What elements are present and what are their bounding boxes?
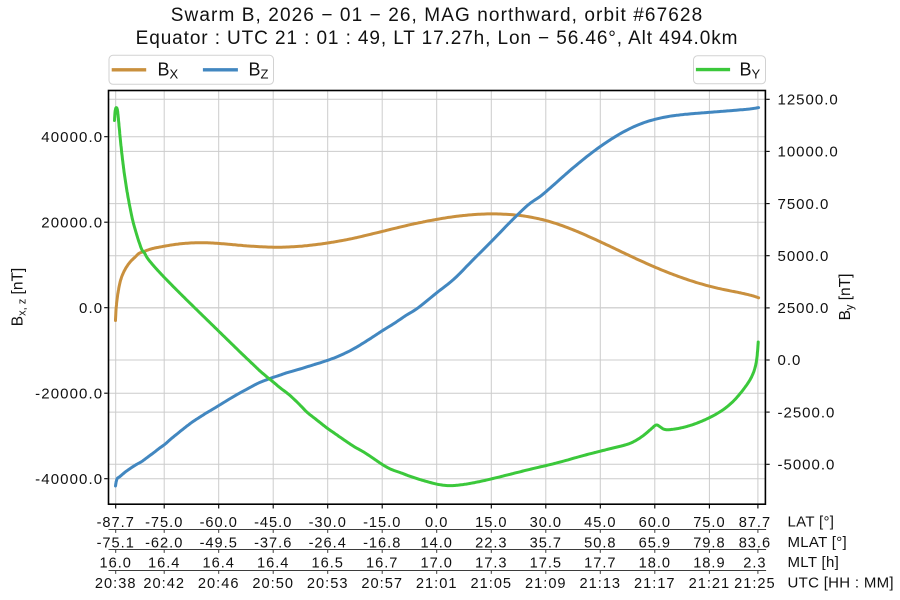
svg-text:18.0: 18.0 — [639, 556, 671, 572]
svg-text:-60.0: -60.0 — [200, 515, 238, 531]
svg-text:10000.0: 10000.0 — [778, 144, 839, 161]
svg-text:87.7: 87.7 — [739, 515, 771, 531]
svg-text:14.0: 14.0 — [420, 536, 452, 552]
svg-text:-49.5: -49.5 — [200, 536, 238, 552]
svg-text:-62.0: -62.0 — [145, 536, 183, 552]
svg-text:-75.1: -75.1 — [97, 536, 135, 552]
svg-text:35.7: 35.7 — [530, 536, 562, 552]
svg-text:-26.4: -26.4 — [309, 536, 347, 552]
svg-text:60.0: 60.0 — [639, 515, 671, 531]
svg-text:75.0: 75.0 — [693, 515, 725, 531]
svg-text:12500.0: 12500.0 — [778, 92, 839, 109]
svg-text:17.7: 17.7 — [584, 556, 616, 572]
svg-text:65.9: 65.9 — [639, 536, 671, 552]
svg-text:-16.8: -16.8 — [363, 536, 401, 552]
svg-text:16.4: 16.4 — [257, 556, 289, 572]
svg-text:22.3: 22.3 — [475, 536, 507, 552]
svg-text:-75.0: -75.0 — [145, 515, 183, 531]
svg-text:Swarm B, 2026 − 01 − 26, MAG: Swarm B, 2026 − 01 − 26, MAG northward, … — [171, 5, 703, 26]
svg-text:20:53: 20:53 — [307, 576, 349, 592]
svg-text:7500.0: 7500.0 — [778, 196, 830, 213]
svg-text:5000.0: 5000.0 — [778, 248, 830, 265]
svg-text:-37.6: -37.6 — [254, 536, 292, 552]
svg-text:20:42: 20:42 — [143, 576, 185, 592]
svg-text:-5000.0: -5000.0 — [778, 457, 836, 474]
svg-text:21:09: 21:09 — [525, 576, 567, 592]
svg-text:21:21: 21:21 — [689, 576, 731, 592]
svg-text:0.0: 0.0 — [778, 352, 802, 369]
svg-text:Equator : UTC 21 : 01 : 49,: Equator : UTC 21 : 01 : 49, LT 17.27h, L… — [136, 28, 739, 49]
svg-text:2500.0: 2500.0 — [778, 300, 830, 317]
svg-text:17.3: 17.3 — [475, 556, 507, 572]
svg-text:-87.7: -87.7 — [97, 515, 135, 531]
svg-text:-20000.0: -20000.0 — [35, 385, 103, 402]
svg-text:16.0: 16.0 — [99, 556, 131, 572]
svg-text:21:05: 21:05 — [471, 576, 513, 592]
svg-text:LAT [°]: LAT [°] — [788, 514, 835, 531]
svg-text:40000.0: 40000.0 — [41, 129, 103, 146]
svg-text:17.0: 17.0 — [420, 556, 452, 572]
svg-text:-40000.0: -40000.0 — [35, 471, 103, 488]
svg-text:-15.0: -15.0 — [363, 515, 401, 531]
svg-text:16.4: 16.4 — [148, 556, 180, 572]
svg-text:Bx, z [nT]: Bx, z [nT] — [10, 268, 29, 326]
svg-text:20:50: 20:50 — [252, 576, 294, 592]
svg-text:-30.0: -30.0 — [309, 515, 347, 531]
svg-text:16.5: 16.5 — [311, 556, 343, 572]
svg-text:20:57: 20:57 — [361, 576, 403, 592]
svg-text:45.0: 45.0 — [584, 515, 616, 531]
svg-text:15.0: 15.0 — [475, 515, 507, 531]
svg-text:16.7: 16.7 — [366, 556, 398, 572]
svg-text:20:46: 20:46 — [198, 576, 240, 592]
svg-text:21:17: 21:17 — [634, 576, 676, 592]
svg-text:16.4: 16.4 — [202, 556, 234, 572]
svg-text:0.0: 0.0 — [79, 300, 103, 317]
svg-text:79.8: 79.8 — [693, 536, 725, 552]
svg-text:30.0: 30.0 — [530, 515, 562, 531]
svg-text:21:13: 21:13 — [580, 576, 622, 592]
svg-text:50.8: 50.8 — [584, 536, 616, 552]
svg-text:18.9: 18.9 — [693, 556, 725, 572]
svg-text:2.3: 2.3 — [743, 556, 766, 572]
svg-text:20:38: 20:38 — [95, 576, 137, 592]
svg-text:-2500.0: -2500.0 — [778, 404, 836, 421]
svg-text:17.5: 17.5 — [530, 556, 562, 572]
svg-text:21:25: 21:25 — [734, 576, 776, 592]
svg-text:By [nT]: By [nT] — [837, 274, 856, 321]
svg-text:MLAT [°]: MLAT [°] — [788, 534, 848, 551]
svg-text:UTC [HH : MM]: UTC [HH : MM] — [788, 575, 894, 592]
svg-text:20000.0: 20000.0 — [41, 214, 103, 231]
svg-text:0.0: 0.0 — [425, 515, 448, 531]
svg-text:MLT [h]: MLT [h] — [788, 554, 840, 571]
svg-text:-45.0: -45.0 — [254, 515, 292, 531]
svg-text:21:01: 21:01 — [416, 576, 458, 592]
svg-text:83.6: 83.6 — [739, 536, 771, 552]
